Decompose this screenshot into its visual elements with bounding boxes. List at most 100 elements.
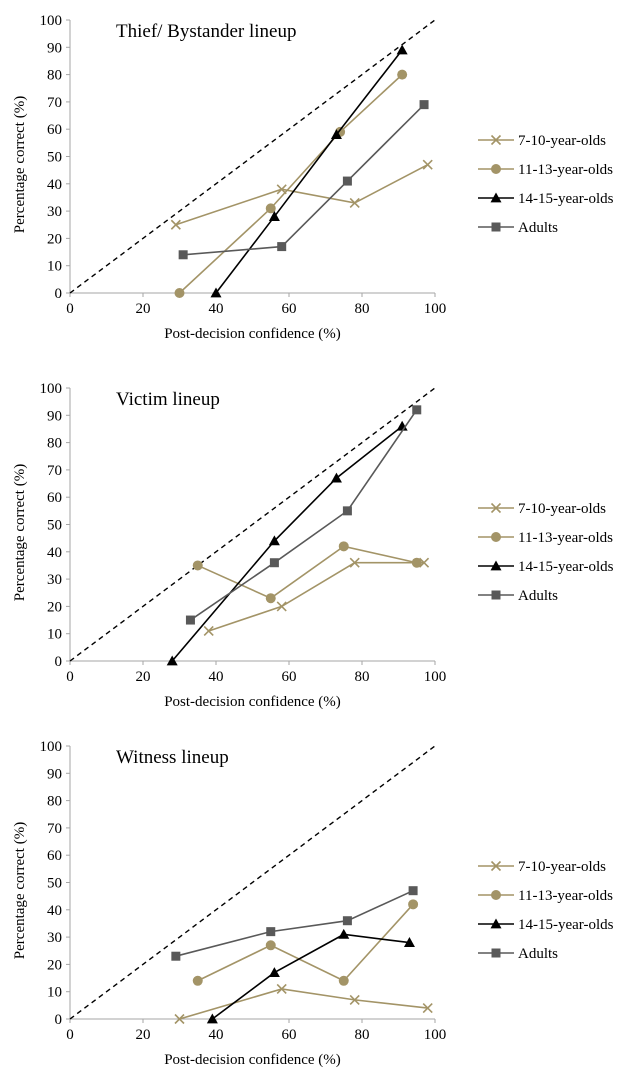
data-point <box>403 937 415 947</box>
legend-marker <box>491 890 501 900</box>
legend-label: 14-15-year-olds <box>518 191 614 207</box>
y-axis-title: Percentage correct (%) <box>12 464 28 601</box>
series-line <box>179 988 428 1020</box>
x-tick-label: 100 <box>424 669 447 685</box>
legend-marker <box>491 532 501 542</box>
series-line <box>208 561 425 632</box>
data-point <box>419 100 429 110</box>
x-tick-label: 80 <box>355 669 370 685</box>
data-point <box>277 242 287 252</box>
data-point <box>276 983 287 995</box>
y-tick-label: 20 <box>47 599 62 615</box>
diagonal-reference-line <box>69 745 436 1020</box>
legend-label: Adults <box>518 220 558 236</box>
data-point <box>192 975 203 986</box>
y-tick-label: 100 <box>40 739 63 755</box>
y-tick-label: 60 <box>47 490 62 506</box>
data-point <box>174 1013 185 1025</box>
data-point <box>422 159 433 170</box>
y-tick-label: 50 <box>47 876 62 892</box>
data-point <box>349 197 360 208</box>
legend-marker <box>490 192 502 203</box>
legend: 7-10-year-olds 11-13-year-olds 14-15-year-… <box>478 859 614 962</box>
data-point <box>268 967 280 977</box>
data-point <box>330 129 342 140</box>
y-tick-label: 80 <box>47 68 62 84</box>
x-tick-label: 40 <box>209 669 224 685</box>
x-tick-label: 0 <box>66 669 74 685</box>
x-axis-title: Post-decision confidence (%) <box>164 1052 341 1068</box>
data-point <box>418 557 430 568</box>
y-tick-label: 90 <box>47 408 62 424</box>
data-point <box>268 211 280 221</box>
x-tick-label: 100 <box>424 301 447 317</box>
data-point <box>266 927 276 937</box>
y-tick-label: 20 <box>47 957 62 973</box>
y-tick-label: 70 <box>47 95 62 111</box>
y-tick-label: 50 <box>47 150 62 166</box>
legend-label: 7-10-year-olds <box>518 501 606 517</box>
data-point <box>397 69 408 80</box>
series-line <box>189 409 418 621</box>
diagonal-reference-line <box>69 19 436 294</box>
series-14-15-year-olds <box>210 44 408 298</box>
data-point <box>174 288 185 298</box>
data-point <box>411 557 422 568</box>
series-14-15-year-olds <box>166 420 408 666</box>
legend-marker <box>491 948 501 958</box>
data-point <box>408 899 419 910</box>
x-tick-label: 20 <box>136 669 151 685</box>
series-line <box>215 49 403 294</box>
series-line <box>197 903 414 982</box>
x-tick-label: 40 <box>209 1027 224 1043</box>
data-point <box>166 655 178 666</box>
y-tick-label: 90 <box>47 40 62 56</box>
data-point <box>185 615 195 625</box>
legend-marker <box>491 222 501 232</box>
series-line <box>211 933 410 1020</box>
y-axis-title: Percentage correct (%) <box>12 822 28 959</box>
data-point <box>408 886 418 896</box>
y-tick-label: 0 <box>55 1012 63 1028</box>
data-point <box>342 176 352 186</box>
series-7-10-year-olds <box>170 159 433 230</box>
chart-panel-2: 0 10 20 30 40 50 60 70 80 90 100 0 20 40 60 80 100 Post-d… <box>12 381 614 710</box>
y-tick-label: 30 <box>47 572 62 588</box>
y-tick-label: 40 <box>47 903 62 919</box>
legend-marker <box>491 590 501 600</box>
y-tick-label: 70 <box>47 463 62 479</box>
data-point <box>210 287 222 298</box>
data-point <box>178 250 188 260</box>
y-axis-title: Percentage correct (%) <box>12 96 28 233</box>
data-point <box>396 44 408 55</box>
series-11-13-year-olds <box>174 69 408 298</box>
legend-label: 14-15-year-olds <box>518 559 614 575</box>
data-point <box>268 535 280 546</box>
data-point <box>349 994 360 1005</box>
x-tick-label: 0 <box>66 1027 74 1043</box>
x-tick-label: 80 <box>355 301 370 317</box>
y-tick-label: 90 <box>47 766 62 782</box>
y-tick-label: 10 <box>47 259 62 275</box>
chart-title: Victim lineup <box>116 389 220 410</box>
data-point <box>338 975 349 986</box>
y-tick-label: 100 <box>40 381 63 397</box>
series-line <box>183 104 425 256</box>
series-7-10-year-olds <box>174 983 433 1025</box>
x-tick-label: 60 <box>282 1027 297 1043</box>
x-tick-label: 60 <box>282 301 297 317</box>
x-tick-label: 100 <box>424 1027 447 1043</box>
x-tick-label: 0 <box>66 301 74 317</box>
data-point <box>265 203 276 214</box>
series-Adults <box>185 405 422 625</box>
legend-label: 11-13-year-olds <box>518 530 613 546</box>
data-point <box>192 560 203 571</box>
series-7-10-year-olds <box>203 557 430 637</box>
chart-panel-3: 0 10 20 30 40 50 60 70 80 90 100 0 20 40 60 80 100 Post-d… <box>12 739 614 1068</box>
y-tick-label: 70 <box>47 821 62 837</box>
legend: 7-10-year-olds 11-13-year-olds 14-15-year-… <box>478 133 614 236</box>
y-tick-label: 80 <box>47 436 62 452</box>
data-point <box>265 940 276 951</box>
legend-label: 11-13-year-olds <box>518 162 613 178</box>
